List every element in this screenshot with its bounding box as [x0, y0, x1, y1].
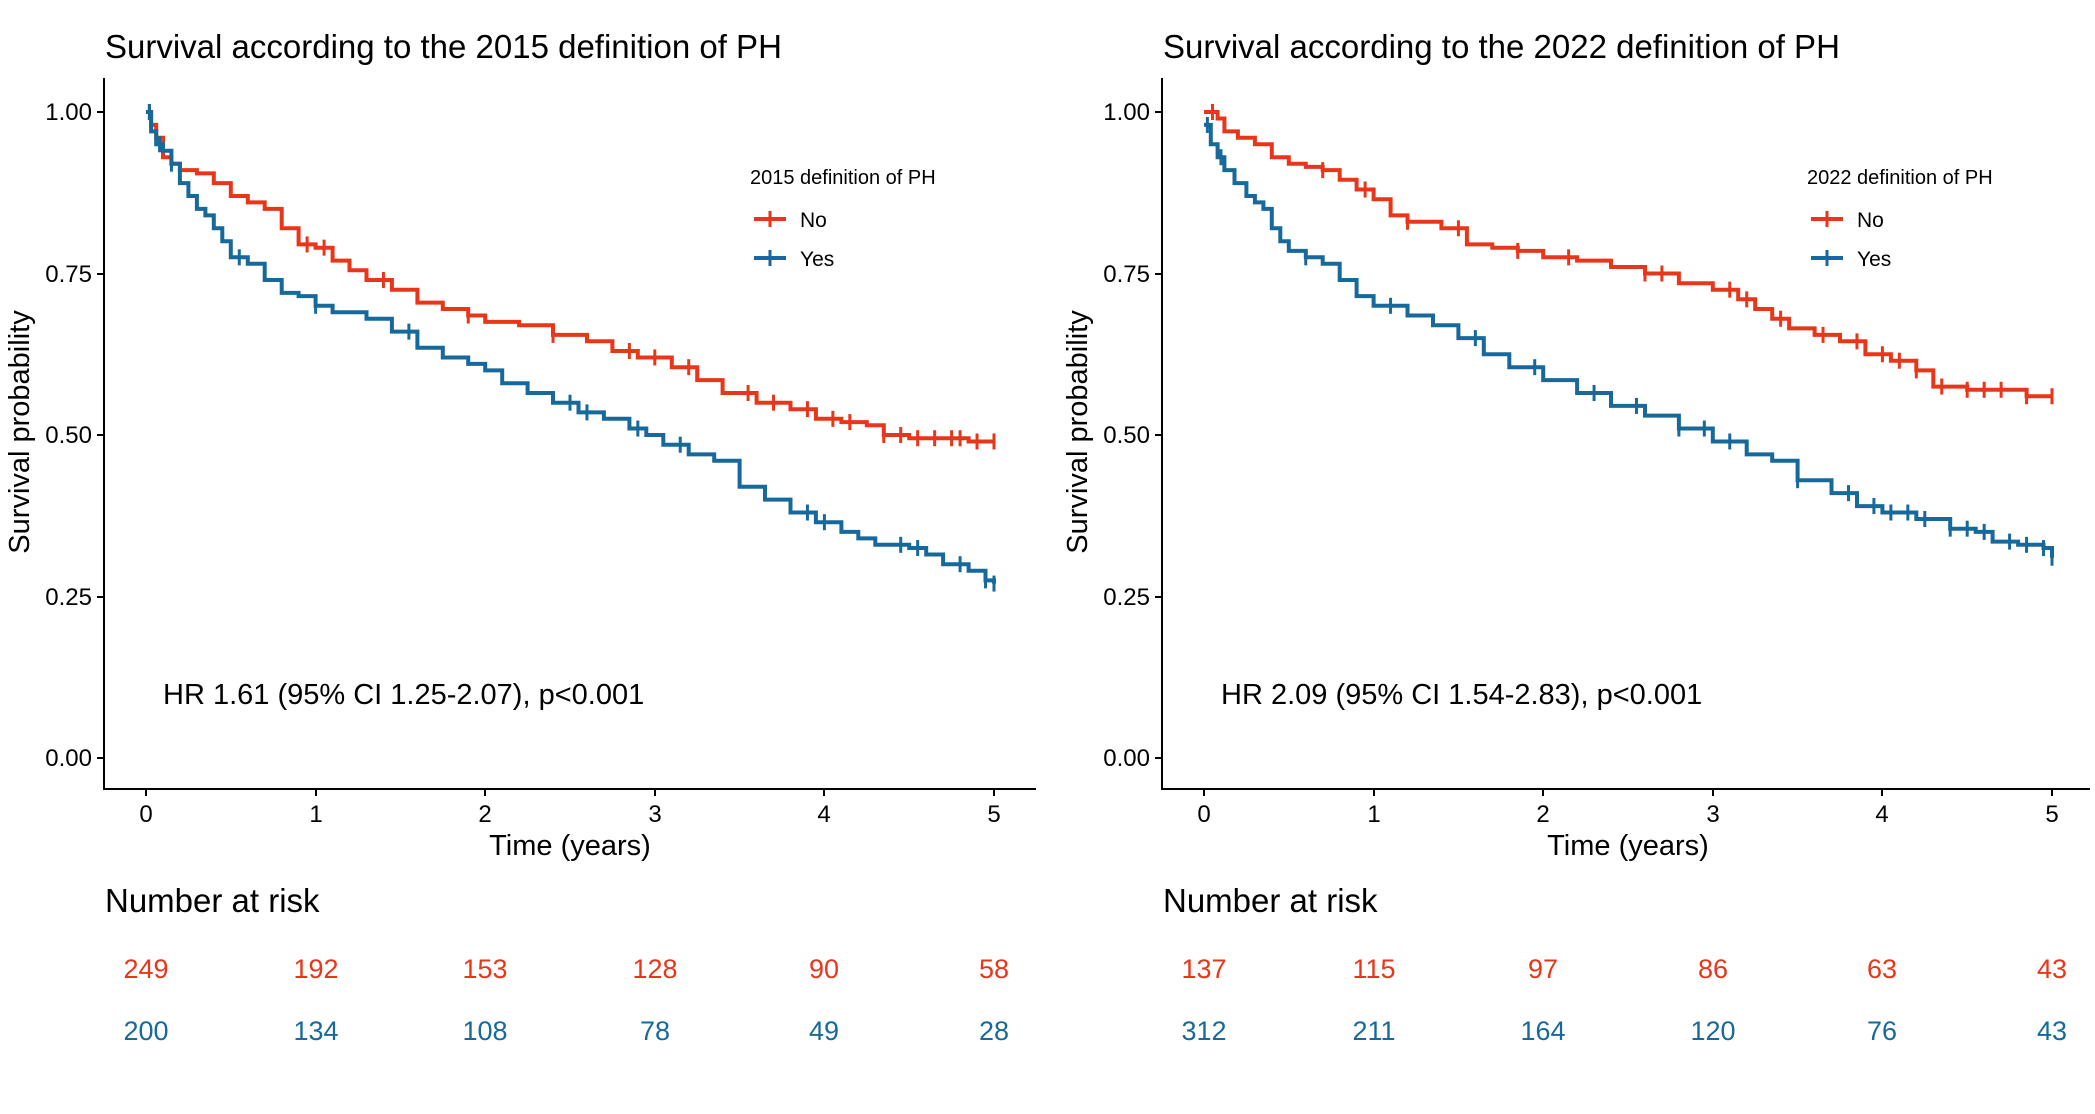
legend-2015: 2015 definition of PH No Yes — [750, 167, 936, 271]
risk-value: 200 — [123, 1016, 168, 1046]
legend-title-2015: 2015 definition of PH — [750, 167, 936, 189]
x-tick-labels-2015: 0 1 2 3 4 5 — [139, 801, 1000, 828]
risk-value: 58 — [979, 954, 1009, 984]
y-tick-label: 0.00 — [1103, 745, 1150, 772]
legend-key-yes — [1811, 250, 1843, 266]
hazard-ratio-annotation-2015: HR 1.61 (95% CI 1.25-2.07), p<0.001 — [163, 679, 644, 711]
x-tick-label: 0 — [1197, 801, 1210, 828]
plot-area-2022 — [1204, 104, 2054, 566]
legend-label-no: No — [800, 209, 827, 232]
legend-key-no — [754, 211, 786, 227]
survival-curve-no — [1204, 110, 2052, 399]
survival-curve-yes — [146, 110, 996, 584]
risk-row-yes-2022: 312 211 164 120 76 43 — [1181, 1016, 2067, 1046]
risk-value: 43 — [2037, 954, 2067, 984]
y-axis-label-2022: Survival probability — [1062, 310, 1094, 554]
risk-row-no-2015: 249 192 153 128 90 58 — [123, 954, 1009, 984]
legend-label-yes: Yes — [800, 248, 834, 271]
legend-key-yes — [754, 250, 786, 266]
risk-value: 153 — [462, 954, 507, 984]
survival-curve-yes — [1204, 122, 2054, 558]
risk-value: 120 — [1690, 1016, 1735, 1046]
x-axis-label-2015: Time (years) — [489, 830, 651, 862]
y-tick-label: 0.50 — [1103, 422, 1150, 449]
legend-title-2022: 2022 definition of PH — [1807, 167, 1993, 189]
x-tick-label: 1 — [309, 801, 322, 828]
risk-value: 211 — [1352, 1016, 1395, 1046]
risk-value: 49 — [809, 1016, 839, 1046]
x-tick-label: 5 — [2045, 801, 2058, 828]
legend-label-no: No — [1857, 209, 1884, 232]
ticks-2022 — [1155, 111, 2053, 796]
x-tick-label: 3 — [1706, 801, 1719, 828]
x-axis-label-2022: Time (years) — [1547, 830, 1709, 862]
chart-title-2015: Survival according to the 2015 definitio… — [105, 28, 782, 65]
y-tick-label: 0.50 — [45, 422, 92, 449]
x-tick-label: 0 — [139, 801, 152, 828]
y-tick-label: 0.25 — [45, 584, 92, 611]
risk-value: 86 — [1698, 954, 1728, 984]
legend-2022: 2022 definition of PH No Yes — [1807, 167, 1993, 271]
risk-table-title-2022: Number at risk — [1163, 882, 1378, 919]
x-tick-label: 2 — [478, 801, 491, 828]
risk-value: 192 — [293, 954, 338, 984]
risk-value: 108 — [462, 1016, 507, 1046]
risk-value: 90 — [809, 954, 839, 984]
x-tick-label: 3 — [648, 801, 661, 828]
y-tick-labels-2015: 1.00 0.75 0.50 0.25 0.00 — [45, 99, 92, 772]
ticks-2015 — [97, 111, 995, 796]
x-tick-label: 2 — [1536, 801, 1549, 828]
risk-row-yes-2015: 200 134 108 78 49 28 — [123, 1016, 1009, 1046]
risk-value: 128 — [632, 954, 677, 984]
risk-value: 134 — [293, 1016, 338, 1046]
risk-value: 28 — [979, 1016, 1009, 1046]
risk-table-2022: Number at risk 137 115 97 86 63 43 312 2… — [1163, 882, 2067, 1046]
panel-2022: Survival according to the 2022 definitio… — [1062, 28, 2090, 1046]
risk-value: 78 — [640, 1016, 670, 1046]
chart-title-2022: Survival according to the 2022 definitio… — [1163, 28, 1840, 65]
risk-value: 312 — [1181, 1016, 1226, 1046]
plot-area-2015 — [146, 104, 996, 592]
y-tick-labels-2022: 1.00 0.75 0.50 0.25 0.00 — [1103, 99, 1150, 772]
y-tick-label: 0.75 — [45, 261, 92, 288]
x-tick-label: 4 — [817, 801, 830, 828]
risk-value: 76 — [1867, 1016, 1897, 1046]
survival-curve-no — [146, 110, 994, 444]
x-tick-label: 5 — [987, 801, 1000, 828]
y-tick-label: 1.00 — [45, 99, 92, 126]
axes-2022 — [1161, 78, 2090, 790]
x-tick-label: 1 — [1367, 801, 1380, 828]
y-tick-label: 0.25 — [1103, 584, 1150, 611]
risk-value: 249 — [123, 954, 168, 984]
legend-label-yes: Yes — [1857, 248, 1891, 271]
y-tick-label: 0.75 — [1103, 261, 1150, 288]
y-tick-label: 1.00 — [1103, 99, 1150, 126]
risk-value: 115 — [1352, 954, 1395, 984]
risk-value: 164 — [1520, 1016, 1565, 1046]
x-tick-label: 4 — [1875, 801, 1888, 828]
risk-value: 97 — [1528, 954, 1558, 984]
risk-table-title-2015: Number at risk — [105, 882, 320, 919]
y-axis-label-2015: Survival probability — [4, 310, 36, 554]
risk-table-2015: Number at risk 249 192 153 128 90 58 200… — [105, 882, 1009, 1046]
risk-value: 63 — [1867, 954, 1897, 984]
axes-2015 — [103, 78, 1036, 790]
hazard-ratio-annotation-2022: HR 2.09 (95% CI 1.54-2.83), p<0.001 — [1221, 679, 1702, 711]
panel-2015: Survival according to the 2015 definitio… — [4, 28, 1036, 1046]
y-tick-label: 0.00 — [45, 745, 92, 772]
risk-value: 43 — [2037, 1016, 2067, 1046]
legend-key-no — [1811, 211, 1843, 227]
risk-value: 137 — [1181, 954, 1226, 984]
x-tick-labels-2022: 0 1 2 3 4 5 — [1197, 801, 2058, 828]
risk-row-no-2022: 137 115 97 86 63 43 — [1181, 954, 2067, 984]
